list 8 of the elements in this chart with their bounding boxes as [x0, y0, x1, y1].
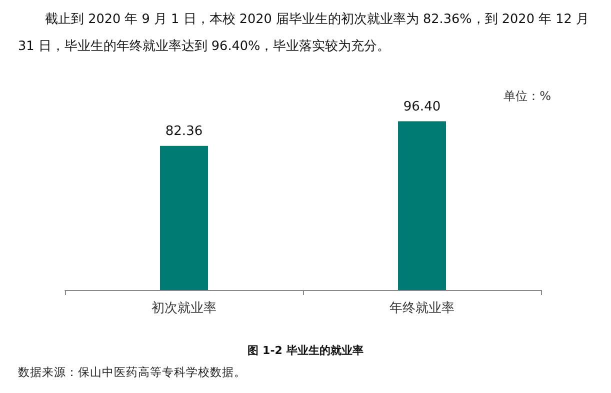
x-tick-label: 年终就业率 [390, 300, 454, 316]
text: 图 1-2 毕业生的就业率 [246, 343, 364, 358]
y-axis-title: 单位：% [504, 88, 551, 105]
data-label: 82.36 [165, 124, 203, 139]
chart-subtitle: 截止到 2020 年 9 月 1 日，本校 2020 届毕业生的初次就业率为 82.36%，到 2020 年 12 月 31 日，毕业生的年终就业率达到 96.40%，毕业落实较为充分。 [18, 11, 590, 56]
data-label: 96.40 [403, 99, 441, 114]
x-tick-label: 初次就业率 [152, 300, 216, 316]
source-note: 数据来源：保山中医药高等专科学校数据。 [18, 365, 246, 380]
